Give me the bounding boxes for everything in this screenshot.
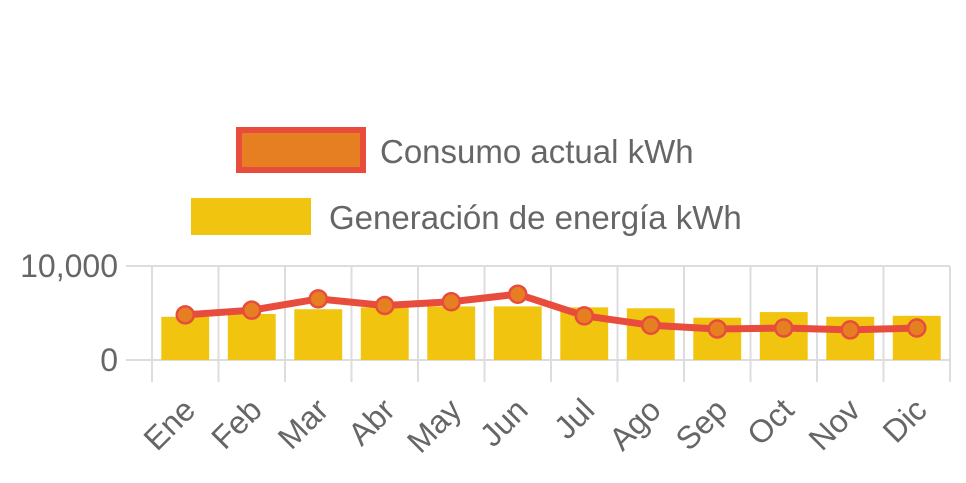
point-jul[interactable]: [574, 306, 594, 326]
y-axis-ticks: 10,000 0: [20, 248, 118, 378]
x-tick-label: Mar: [271, 391, 336, 456]
x-tick-label: Feb: [204, 391, 268, 455]
legend-item-generacion[interactable]: Generación de energía kWh: [191, 198, 742, 236]
legend-swatch-consumo: [236, 127, 366, 173]
point-nov[interactable]: [840, 320, 860, 340]
point-may[interactable]: [441, 291, 461, 312]
point-ene[interactable]: [175, 305, 195, 325]
x-tick-label: Ene: [136, 391, 202, 457]
x-tick-label: Jul: [547, 391, 601, 445]
bar-may[interactable]: [427, 306, 476, 360]
x-tick-label: Sep: [668, 391, 734, 457]
bar-jun[interactable]: [493, 306, 542, 360]
point-feb[interactable]: [242, 300, 262, 320]
point-abr[interactable]: [375, 295, 395, 316]
legend: Consumo actual kWh Generación de energía…: [191, 127, 742, 236]
point-jun[interactable]: [508, 284, 528, 304]
bar-series: [161, 306, 941, 360]
point-dic[interactable]: [907, 318, 927, 338]
x-tick-label: Abr: [341, 391, 402, 452]
x-tick-label: Jun: [473, 391, 535, 453]
point-oct[interactable]: [774, 318, 794, 338]
point-sep[interactable]: [707, 319, 727, 339]
legend-item-consumo[interactable]: Consumo actual kWh: [236, 127, 694, 173]
legend-label-consumo: Consumo actual kWh: [380, 133, 694, 170]
line-consumo: [181, 290, 921, 334]
x-tick-label: Nov: [802, 391, 868, 457]
x-tick-label: Dic: [876, 391, 934, 449]
x-tick-label: May: [400, 391, 468, 459]
y-tick-label: 0: [100, 342, 118, 378]
legend-swatch-generacion: [191, 198, 311, 235]
x-tick-label: Ago: [602, 391, 668, 457]
bar-mar[interactable]: [294, 309, 343, 360]
x-tick-label: Oct: [740, 391, 801, 452]
line-series: [175, 284, 927, 340]
bar-feb[interactable]: [227, 313, 276, 360]
legend-label-generacion: Generación de energía kWh: [329, 199, 742, 236]
bar-abr[interactable]: [360, 307, 409, 360]
point-ago[interactable]: [641, 315, 661, 335]
point-mar[interactable]: [308, 289, 328, 309]
y-tick-label: 10,000: [20, 248, 118, 284]
